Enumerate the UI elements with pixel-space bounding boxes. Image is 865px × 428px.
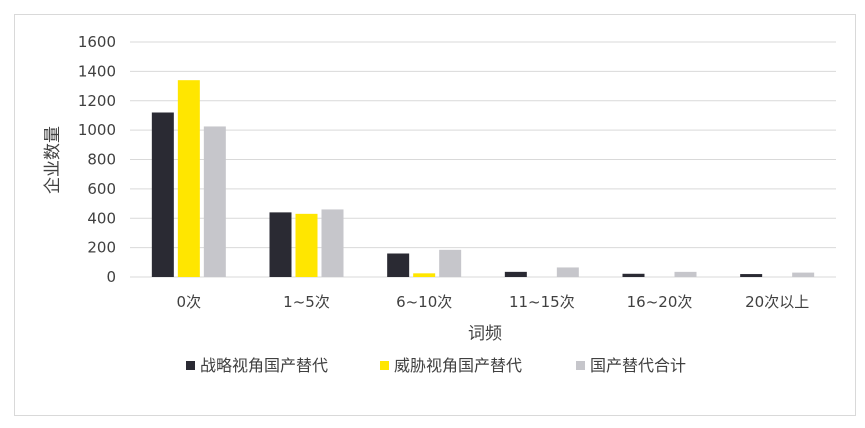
x-tick-label: 20次以上 bbox=[745, 293, 809, 311]
y-tick-label: 800 bbox=[87, 151, 116, 169]
legend: 战略视角国产替代 威胁视角国产替代 国产替代合计 bbox=[186, 356, 686, 375]
bar-2-3 bbox=[413, 273, 436, 277]
legend-swatch bbox=[576, 361, 585, 370]
bar-2-2 bbox=[295, 213, 318, 277]
x-tick-label: 16~20次 bbox=[627, 293, 693, 311]
legend-label: 国产替代合计 bbox=[590, 356, 686, 375]
bar-2-1 bbox=[177, 80, 200, 277]
x-tick-label: 0次 bbox=[177, 293, 202, 311]
legend-swatch bbox=[186, 361, 195, 370]
y-axis-title: 企业数量 bbox=[43, 126, 63, 194]
bar-1-3 bbox=[387, 253, 410, 277]
x-tick-label: 1~5次 bbox=[283, 293, 330, 311]
y-tick-label: 200 bbox=[87, 239, 116, 257]
bars bbox=[151, 80, 815, 277]
x-axis-title: 词频 bbox=[468, 324, 502, 344]
y-tick-label: 0 bbox=[106, 268, 116, 286]
bar-1-4 bbox=[504, 271, 527, 277]
y-tick-label: 1400 bbox=[78, 62, 116, 80]
bar-3-4 bbox=[556, 267, 579, 277]
y-tick-label: 1200 bbox=[78, 92, 116, 110]
bar-3-6 bbox=[792, 272, 815, 277]
bar-1-5 bbox=[622, 273, 645, 277]
x-tick-label: 6~10次 bbox=[396, 293, 452, 311]
legend-label: 战略视角国产替代 bbox=[200, 356, 328, 375]
legend-label: 威胁视角国产替代 bbox=[394, 356, 522, 375]
bar-3-2 bbox=[321, 209, 344, 277]
y-tick-label: 600 bbox=[87, 180, 116, 198]
bar-3-3 bbox=[439, 249, 462, 277]
x-axis-ticks: 0次 1~5次 6~10次 11~15次 16~20次 20次以上 bbox=[177, 293, 810, 311]
y-tick-label: 400 bbox=[87, 209, 116, 227]
x-tick-label: 11~15次 bbox=[509, 293, 575, 311]
bar-3-5 bbox=[674, 271, 697, 277]
bar-1-2 bbox=[269, 212, 292, 277]
y-tick-label: 1000 bbox=[78, 121, 116, 139]
y-axis-ticks: 0 200 400 600 800 1000 1200 1400 1600 bbox=[78, 33, 116, 286]
chart-frame bbox=[14, 14, 856, 416]
gridlines bbox=[130, 41, 836, 278]
legend-swatch bbox=[380, 361, 389, 370]
y-tick-label: 1600 bbox=[78, 33, 116, 51]
bar-1-1 bbox=[151, 112, 174, 277]
bar-1-6 bbox=[740, 274, 763, 277]
bar-3-1 bbox=[203, 126, 226, 277]
